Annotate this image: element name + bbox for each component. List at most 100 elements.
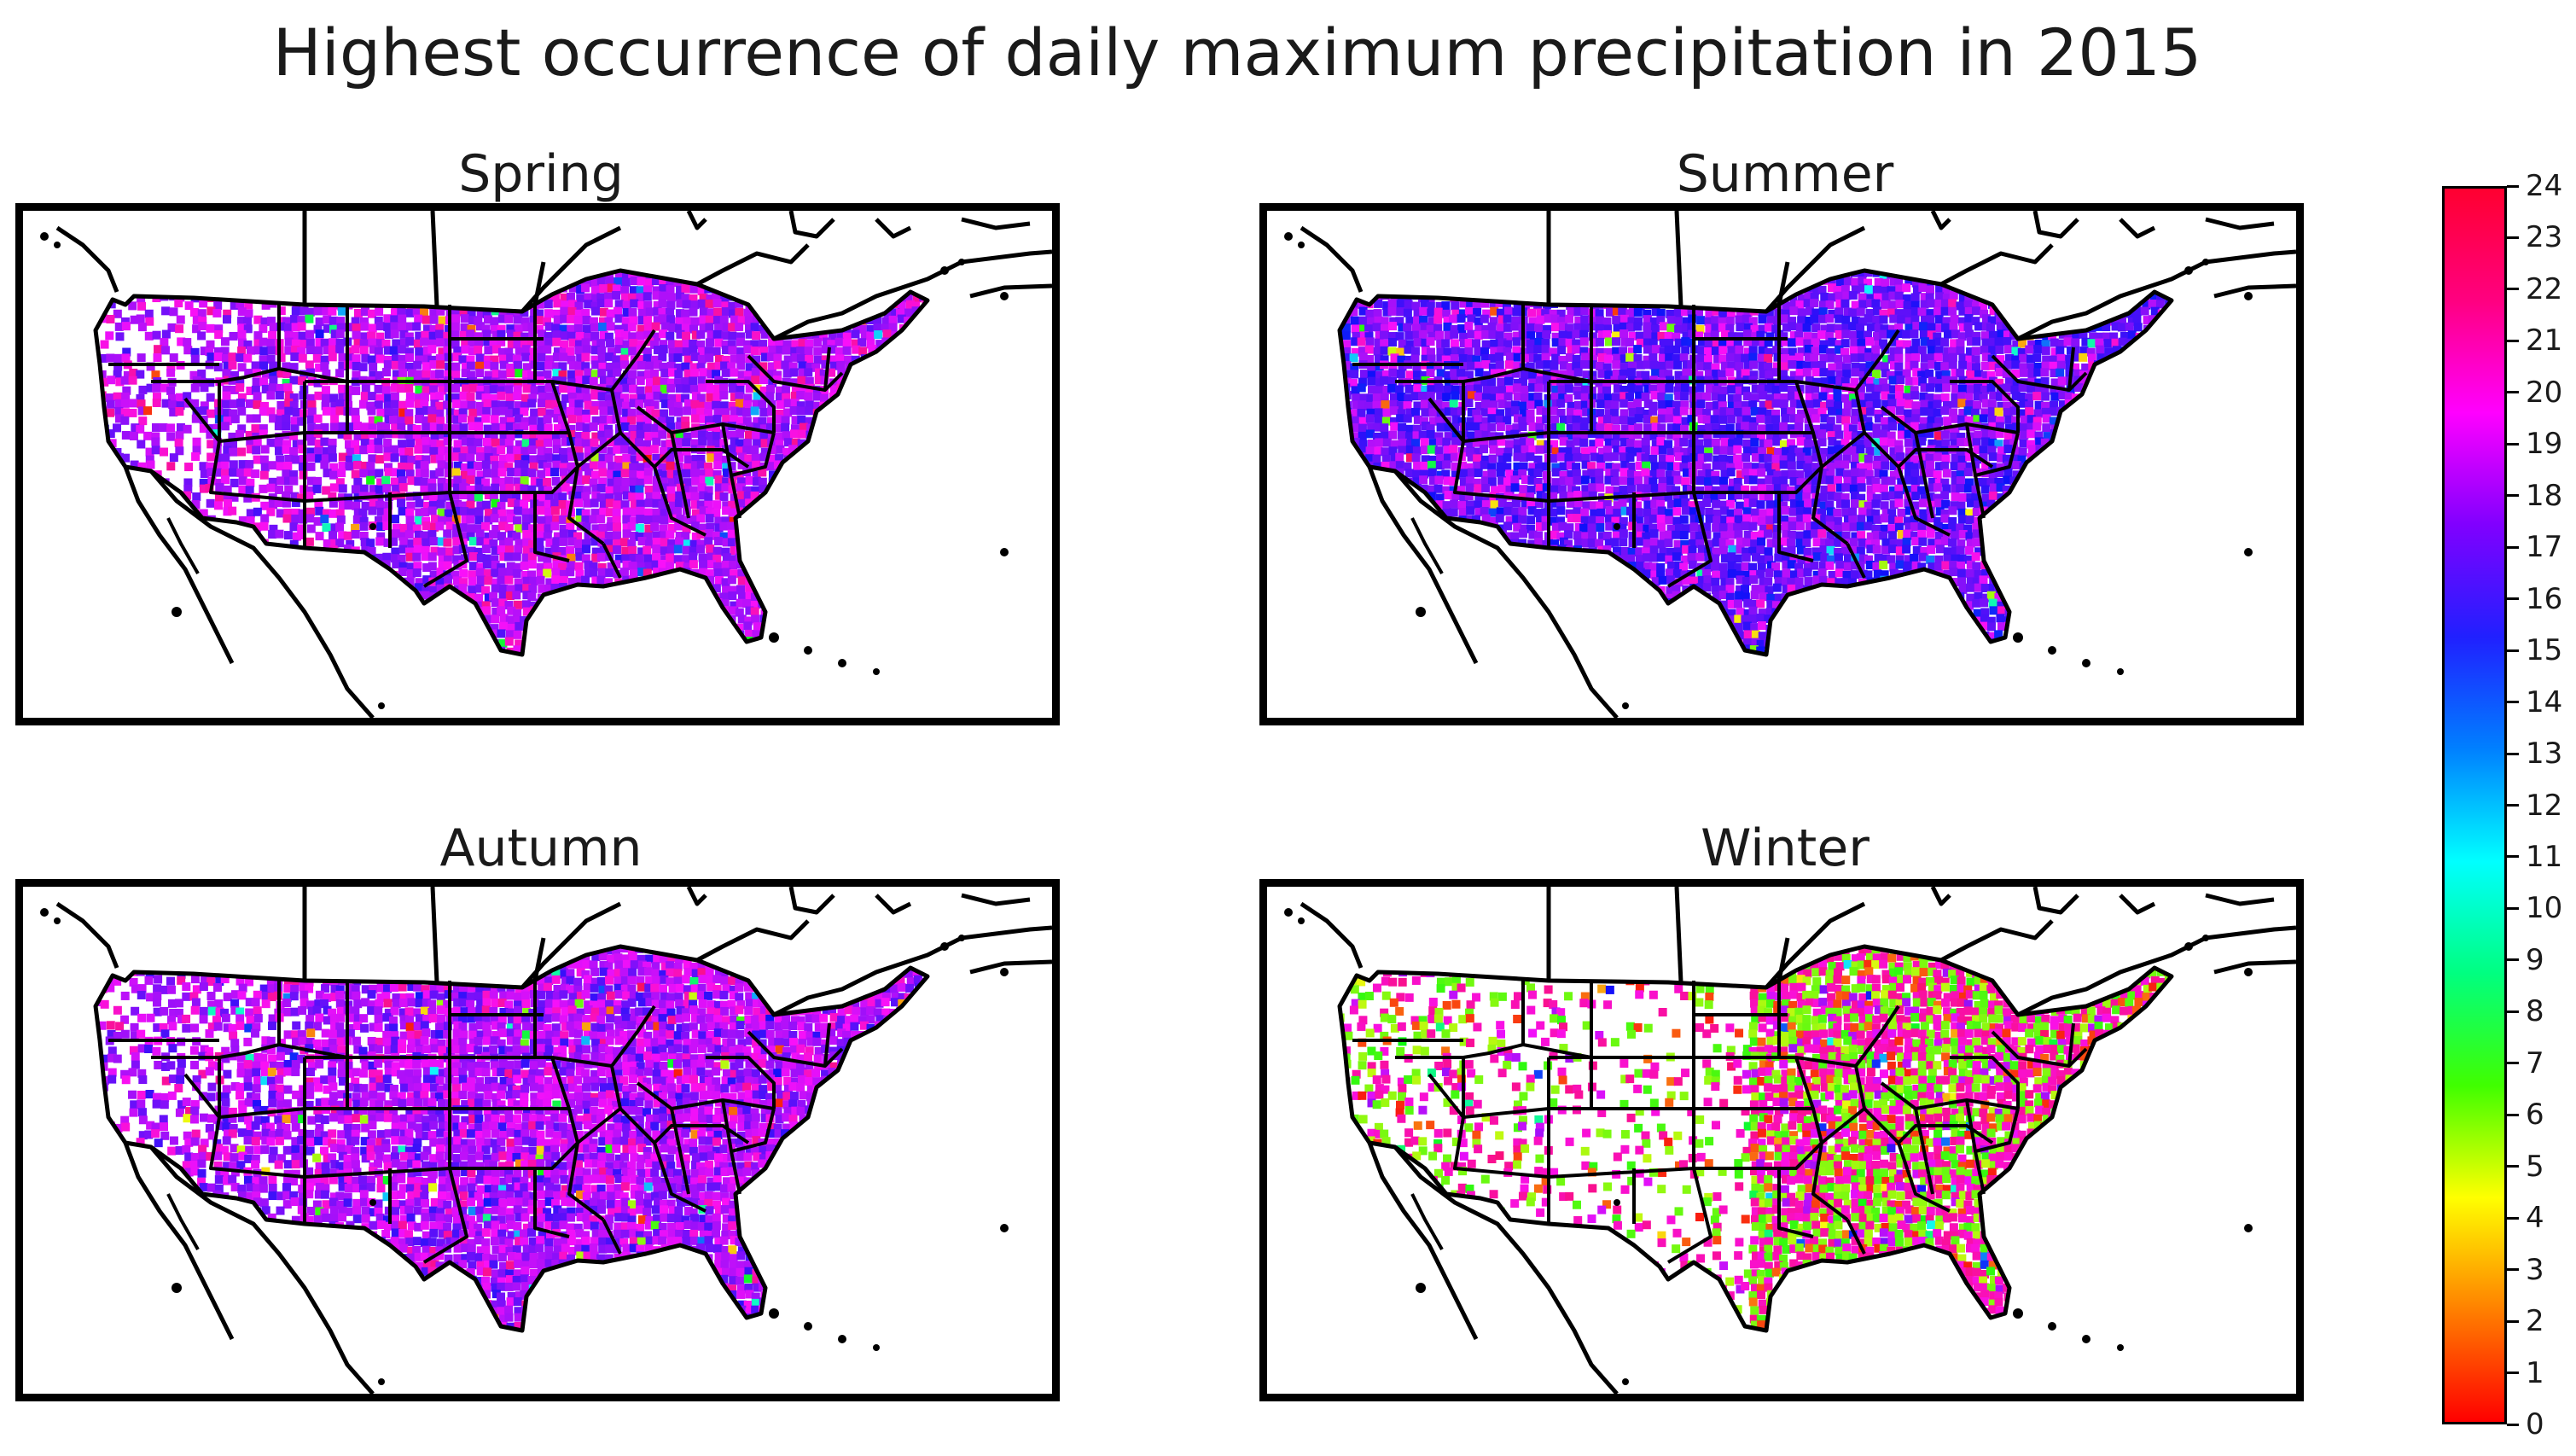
island-shape [940,266,949,275]
island-shape [2117,1344,2124,1351]
map-panel-summer [1259,203,2304,725]
island-shape [2244,968,2253,976]
colorbar-tick-label: 14 [2526,685,2562,719]
island-shape [804,646,812,655]
colorbar-tick-2: 2 [2507,1304,2544,1338]
colorbar-tick-label: 0 [2526,1407,2544,1441]
island-shape [804,1322,812,1331]
colorbar-ticks: 0 1 2 3 4 5 6 7 8 9 10 11 12 13 14 15 16 17 18 19 20 21 22 23 24 [2507,169,2575,1441]
island-shape [769,632,779,643]
colorbar-tick-10: 10 [2507,891,2562,925]
colorbar-tick-12: 12 [2507,789,2562,823]
island-shape [958,935,965,941]
colorbar-tick-6: 6 [2507,1098,2544,1132]
colorbar-tick-5: 5 [2507,1150,2544,1184]
colorbar-tick-8: 8 [2507,994,2544,1028]
colorbar-tick-label: 3 [2526,1253,2544,1287]
colorbar-tick-label: 6 [2526,1098,2544,1132]
colorbar-tick-label: 20 [2526,376,2562,410]
colorbar-tick-label: 18 [2526,479,2562,513]
colorbar-tick-label: 9 [2526,943,2544,977]
island-shape [769,1308,779,1319]
island-shape [2048,646,2056,655]
map-svg [1284,887,2296,1394]
island-shape [940,942,949,951]
island-shape [1284,232,1293,241]
island-shape [873,668,880,675]
colorbar-tick-21: 21 [2507,323,2562,358]
island-shape [2013,1308,2023,1319]
island-shape [2184,266,2193,275]
map-panel-winter [1259,879,2304,1401]
island-shape [1416,1283,1426,1293]
island-shape [2013,632,2023,643]
colorbar-tick-label: 11 [2526,840,2562,874]
island-shape [958,259,965,265]
island-shape [2244,1224,2253,1232]
colorbar-tick-14: 14 [2507,685,2562,719]
colorbar-tick-0: 0 [2507,1407,2544,1441]
colorbar-tick-label: 12 [2526,789,2562,823]
colorbar-tick-label: 7 [2526,1046,2544,1080]
island-shape [873,1344,880,1351]
colorbar-tick-label: 23 [2526,220,2562,254]
island-shape [1284,908,1293,917]
colorbar-tick-18: 18 [2507,479,2562,513]
colorbar-tick-3: 3 [2507,1253,2544,1287]
island-shape [2202,259,2209,265]
colorbar-tick-label: 5 [2526,1150,2544,1184]
colorbar-tick-17: 17 [2507,530,2562,564]
map-boundaries [1300,887,2296,1394]
island-shape [2244,292,2253,300]
island-shape [2048,1322,2056,1331]
colorbar-tick-label: 8 [2526,994,2544,1028]
colorbar-tick-7: 7 [2507,1046,2544,1080]
island-shape [838,659,846,667]
island-shape [838,1335,846,1343]
map-boundaries [55,887,1052,1394]
colorbar-tick-11: 11 [2507,840,2562,874]
island-shape [54,242,61,248]
colorbar-tick-label: 2 [2526,1304,2544,1338]
colorbar-tick-label: 10 [2526,891,2562,925]
colorbar-tick-1: 1 [2507,1356,2544,1390]
precip-field [1340,946,2172,1331]
colorbar-tick-9: 9 [2507,943,2544,977]
map-panel-autumn [15,879,1060,1401]
island-shape [1000,968,1009,976]
island-shape [378,702,385,709]
colorbar-tick-22: 22 [2507,272,2562,306]
island-shape [1000,548,1009,556]
island-shape [1298,917,1305,924]
precip-field [1340,271,2172,655]
colorbar-tick-24: 24 [2507,169,2562,203]
map-boundaries [55,211,1052,718]
panel-title-winter: Winter [1263,818,2307,879]
island-shape [172,607,182,617]
island-shape [172,1283,182,1293]
island-shape [1614,1199,1620,1206]
colorbar-tick-label: 13 [2526,737,2562,771]
island-shape [2202,935,2209,941]
colorbar-tick-label: 16 [2526,582,2562,616]
colorbar-tick-label: 15 [2526,633,2562,667]
island-shape [2082,659,2090,667]
colorbar-tick-23: 23 [2507,220,2562,254]
colorbar-tick-label: 22 [2526,272,2562,306]
island-shape [40,232,49,241]
island-shape [54,917,61,924]
panel-title-spring: Spring [19,143,1063,205]
island-shape [1000,292,1009,300]
precip-field [96,271,927,655]
island-shape [1622,1378,1629,1385]
island-shape [378,1378,385,1385]
island-shape [1614,523,1620,530]
precip-field [96,946,927,1331]
island-shape [2082,1335,2090,1343]
chart-title: Highest occurrence of daily maximum prec… [0,12,2474,94]
colorbar-tick-label: 17 [2526,530,2562,564]
colorbar-tick-15: 15 [2507,633,2562,667]
colorbar-tick-4: 4 [2507,1201,2544,1235]
island-shape [1416,607,1426,617]
panel-title-summer: Summer [1263,143,2307,205]
